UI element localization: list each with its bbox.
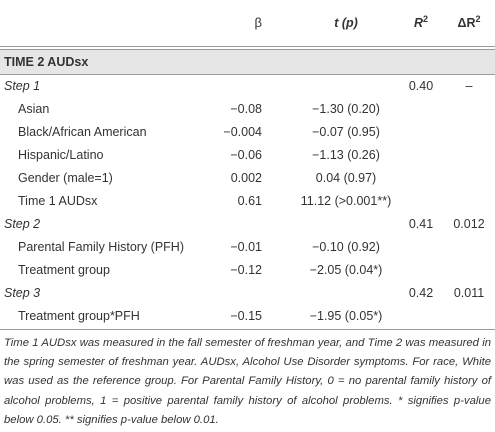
beta-value: −0.004: [223, 125, 262, 139]
header-delta-r2: ΔR2: [457, 13, 481, 30]
predictor-label: Hispanic/Latino: [18, 148, 104, 162]
predictor-label: Treatment group*PFH: [18, 309, 140, 323]
t-p-value: −1.13 (0.26): [312, 148, 380, 162]
table-row: Hispanic/Latino −0.06 −1.13 (0.26): [0, 144, 495, 167]
delta-r2-value: 0.012: [453, 217, 485, 231]
r2-value: 0.42: [408, 286, 434, 300]
table-row: Step 1 0.40 –: [0, 75, 495, 98]
beta-value: −0.15: [230, 309, 262, 323]
t-p-value: 11.12 (>0.001**): [300, 194, 392, 208]
predictor-label: Time 1 AUDsx: [18, 194, 98, 208]
beta-value: −0.08: [230, 102, 262, 116]
beta-value: 0.002: [230, 171, 262, 185]
delta-r2-value: –: [465, 79, 473, 93]
section-header: TIME 2 AUDsx: [0, 49, 495, 75]
r2-value: 0.40: [408, 79, 434, 93]
step-label: Step 1: [4, 79, 41, 93]
header-t-p: t (p): [334, 16, 358, 30]
table-bottom-rule: [0, 329, 495, 330]
predictor-label: Black/African American: [18, 125, 147, 139]
t-p-value: −1.95 (0.05*): [309, 309, 383, 323]
table-row: Black/African American −0.004 −0.07 (0.9…: [0, 121, 495, 144]
table-row: Gender (male=1) 0.002 0.04 (0.97): [0, 167, 495, 190]
beta-value: −0.12: [230, 263, 262, 277]
table-row: Asian −0.08 −1.30 (0.20): [0, 98, 495, 121]
header-beta: β: [254, 15, 262, 30]
table-row: Time 1 AUDsx 0.61 11.12 (>0.001**): [0, 190, 495, 213]
step-label: Step 2: [4, 217, 41, 231]
t-p-value: −0.10 (0.92): [312, 240, 380, 254]
table-row: Step 2 0.41 0.012: [0, 213, 495, 236]
header-r2: R2: [413, 13, 429, 30]
t-p-value: −1.30 (0.20): [312, 102, 380, 116]
table-footnote: Time 1 AUDsx was measured in the fall se…: [4, 337, 491, 426]
predictor-label: Asian: [18, 102, 50, 116]
table-header: β t (p) R2 ΔR2: [0, 0, 495, 47]
beta-value: 0.61: [237, 194, 262, 208]
table-row: Parental Family History (PFH) −0.01 −0.1…: [0, 236, 495, 259]
section-title: TIME 2 AUDsx: [4, 55, 89, 69]
table-row: Treatment group −0.12 −2.05 (0.04*): [0, 259, 495, 282]
predictor-label: Gender (male=1): [18, 171, 113, 185]
step-label: Step 3: [4, 286, 41, 300]
predictor-label: Parental Family History (PFH): [18, 240, 184, 254]
t-p-value: −2.05 (0.04*): [309, 263, 383, 277]
predictor-label: Treatment group: [18, 263, 110, 277]
beta-value: −0.01: [230, 240, 262, 254]
t-p-value: 0.04 (0.97): [315, 171, 377, 185]
table-row: Step 3 0.42 0.011: [0, 282, 495, 305]
delta-r2-value: 0.011: [453, 286, 485, 300]
regression-table: β t (p) R2 ΔR2 TIME 2 AUDsx Step 1 0.40 …: [0, 0, 495, 328]
r2-value: 0.41: [408, 217, 434, 231]
t-p-value: −0.07 (0.95): [312, 125, 380, 139]
beta-value: −0.06: [230, 148, 262, 162]
table-row: Treatment group*PFH −0.15 −1.95 (0.05*): [0, 305, 495, 328]
